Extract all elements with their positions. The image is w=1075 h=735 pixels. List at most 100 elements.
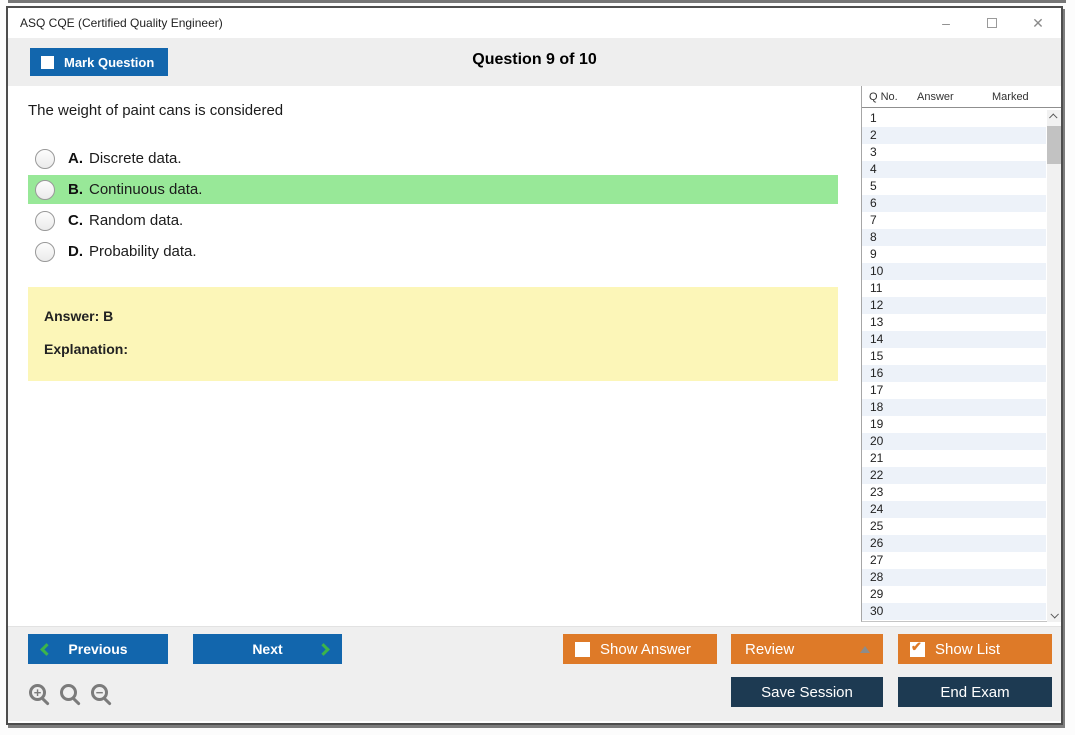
- zoom-in-icon[interactable]: [29, 684, 46, 701]
- answer-cell: [917, 127, 992, 144]
- zoom-reset-icon[interactable]: [60, 684, 77, 701]
- radio-button-icon[interactable]: [35, 148, 55, 169]
- question-list-row[interactable]: 1: [862, 110, 1046, 127]
- scrollbar[interactable]: [1047, 110, 1061, 622]
- question-list-row[interactable]: 26: [862, 535, 1046, 552]
- radio-button-icon[interactable]: [35, 241, 55, 262]
- qno-cell: 12: [870, 298, 884, 312]
- show-answer-button[interactable]: Show Answer: [563, 634, 717, 664]
- question-list-row[interactable]: 4: [862, 161, 1046, 178]
- radio-button-icon[interactable]: [35, 179, 55, 200]
- question-list-row[interactable]: 25: [862, 518, 1046, 535]
- marked-cell: [992, 433, 1046, 450]
- qno-cell: 25: [870, 519, 884, 533]
- option-row-a[interactable]: A. Discrete data.: [28, 144, 838, 173]
- zoom-out-icon[interactable]: [91, 684, 108, 701]
- question-list-row[interactable]: 30: [862, 603, 1046, 620]
- question-list-row[interactable]: 11: [862, 280, 1046, 297]
- end-exam-button[interactable]: End Exam: [898, 677, 1052, 707]
- qno-cell: 3: [870, 145, 877, 159]
- close-icon[interactable]: ✕: [1032, 14, 1044, 31]
- answer-cell: [917, 314, 992, 331]
- options-list: A. Discrete data. B. Continuous data. C. Rand…: [28, 144, 838, 266]
- show-list-button[interactable]: ✔ Show List: [898, 634, 1052, 664]
- question-list-row[interactable]: 15: [862, 348, 1046, 365]
- answer-cell: [917, 399, 992, 416]
- scroll-up-icon[interactable]: [1047, 110, 1061, 124]
- option-text: Continuous data.: [89, 181, 203, 198]
- qno-cell: 30: [870, 604, 884, 618]
- question-list-row[interactable]: 14: [862, 331, 1046, 348]
- qno-cell: 11: [870, 281, 883, 295]
- marked-cell: [992, 603, 1046, 620]
- answer-box: Answer: B Explanation:: [28, 287, 838, 381]
- qno-cell: 16: [870, 366, 884, 380]
- show-list-checkbox-icon[interactable]: ✔: [910, 640, 925, 657]
- mark-question-button[interactable]: Mark Question: [30, 48, 168, 76]
- question-list-row[interactable]: 7: [862, 212, 1046, 229]
- question-list-row[interactable]: 12: [862, 297, 1046, 314]
- background-window-edge: [8, 0, 1066, 3]
- review-label: Review: [745, 640, 795, 658]
- question-list-row[interactable]: 21: [862, 450, 1046, 467]
- next-button[interactable]: Next: [193, 634, 342, 664]
- question-list-row[interactable]: 3: [862, 144, 1046, 161]
- marked-cell: [992, 569, 1046, 586]
- mark-question-checkbox-icon[interactable]: [41, 55, 54, 69]
- question-list-row[interactable]: 9: [862, 246, 1046, 263]
- review-dropdown-button[interactable]: Review: [731, 634, 883, 664]
- qno-cell: 13: [870, 315, 884, 329]
- show-answer-checkbox-icon[interactable]: [575, 641, 590, 657]
- question-list-row[interactable]: 10: [862, 263, 1046, 280]
- previous-button[interactable]: Previous: [28, 634, 168, 664]
- question-list-row[interactable]: 8: [862, 229, 1046, 246]
- qno-cell: 21: [870, 451, 884, 465]
- option-row-c[interactable]: C. Random data.: [28, 206, 838, 235]
- question-list-row[interactable]: 22: [862, 467, 1046, 484]
- question-list-row[interactable]: 18: [862, 399, 1046, 416]
- app-window: ASQ CQE (Certified Quality Engineer) – ✕…: [6, 6, 1063, 725]
- question-list-row[interactable]: 19: [862, 416, 1046, 433]
- question-list-row[interactable]: 5: [862, 178, 1046, 195]
- option-row-b[interactable]: B. Continuous data.: [28, 175, 838, 204]
- save-session-button[interactable]: Save Session: [731, 677, 883, 707]
- question-list-row[interactable]: 23: [862, 484, 1046, 501]
- marked-cell: [992, 399, 1046, 416]
- question-list-row[interactable]: 28: [862, 569, 1046, 586]
- answer-cell: [917, 246, 992, 263]
- option-letter: A.: [68, 150, 83, 167]
- qno-cell: 17: [870, 383, 884, 397]
- column-header-answer: Answer: [917, 90, 954, 103]
- marked-cell: [992, 586, 1046, 603]
- option-row-d[interactable]: D. Probability data.: [28, 237, 838, 266]
- question-list-row[interactable]: 24: [862, 501, 1046, 518]
- qno-cell: 8: [870, 230, 877, 244]
- marked-cell: [992, 161, 1046, 178]
- question-list-row[interactable]: 27: [862, 552, 1046, 569]
- question-list-row[interactable]: 17: [862, 382, 1046, 399]
- question-list-row[interactable]: 20: [862, 433, 1046, 450]
- qno-cell: 28: [870, 570, 884, 584]
- radio-button-icon[interactable]: [35, 210, 55, 231]
- marked-cell: [992, 552, 1046, 569]
- chevron-up-icon: [1049, 113, 1058, 122]
- question-list-body: 1 2 3 4 5 6 7 8 9 10 11 12 13 14 15 16 17 18 19 20 21 22 23 24 2…: [862, 108, 1061, 622]
- question-list-row[interactable]: 16: [862, 365, 1046, 382]
- marked-cell: [992, 382, 1046, 399]
- question-list-row[interactable]: 6: [862, 195, 1046, 212]
- scrollbar-thumb[interactable]: [1047, 126, 1061, 164]
- question-list-row[interactable]: 29: [862, 586, 1046, 603]
- minimize-icon[interactable]: –: [942, 15, 950, 31]
- option-text: Probability data.: [89, 243, 197, 260]
- qno-cell: 15: [870, 349, 884, 363]
- marked-cell: [992, 280, 1046, 297]
- answer-cell: [917, 212, 992, 229]
- question-list-row[interactable]: 2: [862, 127, 1046, 144]
- marked-cell: [992, 110, 1046, 127]
- mark-question-label: Mark Question: [64, 54, 155, 70]
- maximize-icon[interactable]: [969, 8, 1015, 38]
- window-controls: – ✕: [923, 8, 1061, 38]
- qno-cell: 24: [870, 502, 884, 516]
- scroll-down-icon[interactable]: [1047, 608, 1061, 622]
- question-list-row[interactable]: 13: [862, 314, 1046, 331]
